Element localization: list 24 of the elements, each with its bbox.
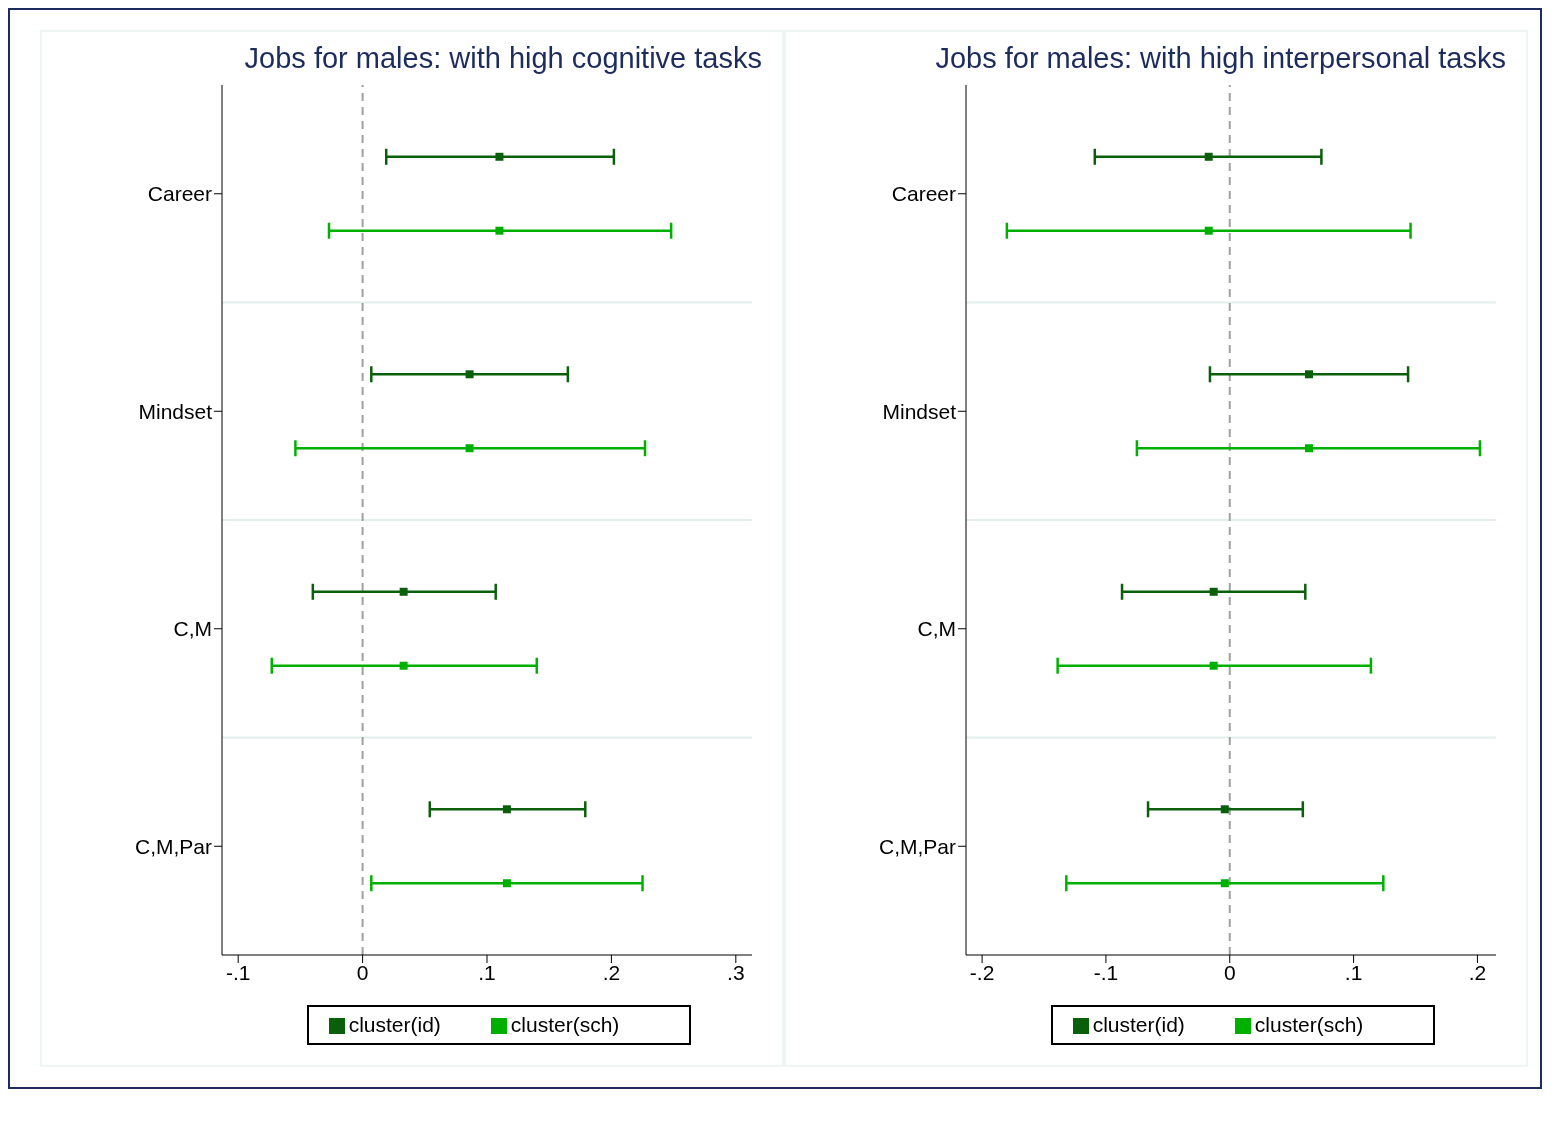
legend-label: cluster(sch): [1254, 1013, 1364, 1036]
x-tick-label: -.2: [969, 960, 995, 984]
chart-title: Jobs for males: with high cognitive tasks: [243, 42, 763, 75]
y-tick-label: Mindset: [882, 399, 957, 423]
legend-label: cluster(sch): [510, 1013, 620, 1036]
y-tick-label: Mindset: [138, 399, 213, 423]
y-tick-label: Career: [147, 182, 212, 206]
y-tick-label: C,M,Par: [134, 834, 212, 858]
x-tick-label: 0: [1223, 960, 1236, 984]
y-tick-label: Career: [891, 182, 956, 206]
legend-label: cluster(id): [1092, 1013, 1185, 1036]
x-tick-label: .2: [1468, 960, 1487, 984]
x-tick-label: .1: [1344, 960, 1363, 984]
y-tick-label: C,M: [173, 617, 212, 641]
x-tick-label: .3: [727, 960, 745, 984]
x-tick-label: 0: [356, 960, 369, 984]
x-tick-label: -.1: [225, 960, 251, 984]
y-tick-label: C,M,Par: [878, 834, 956, 858]
legend-label: cluster(id): [348, 1013, 441, 1036]
y-tick-label: C,M: [917, 617, 956, 641]
x-tick-label: .2: [602, 960, 621, 984]
chart-title: Jobs for males: with high interpersonal tasks: [934, 42, 1507, 75]
x-tick-label: -.1: [1093, 960, 1119, 984]
x-tick-label: .1: [478, 960, 496, 984]
